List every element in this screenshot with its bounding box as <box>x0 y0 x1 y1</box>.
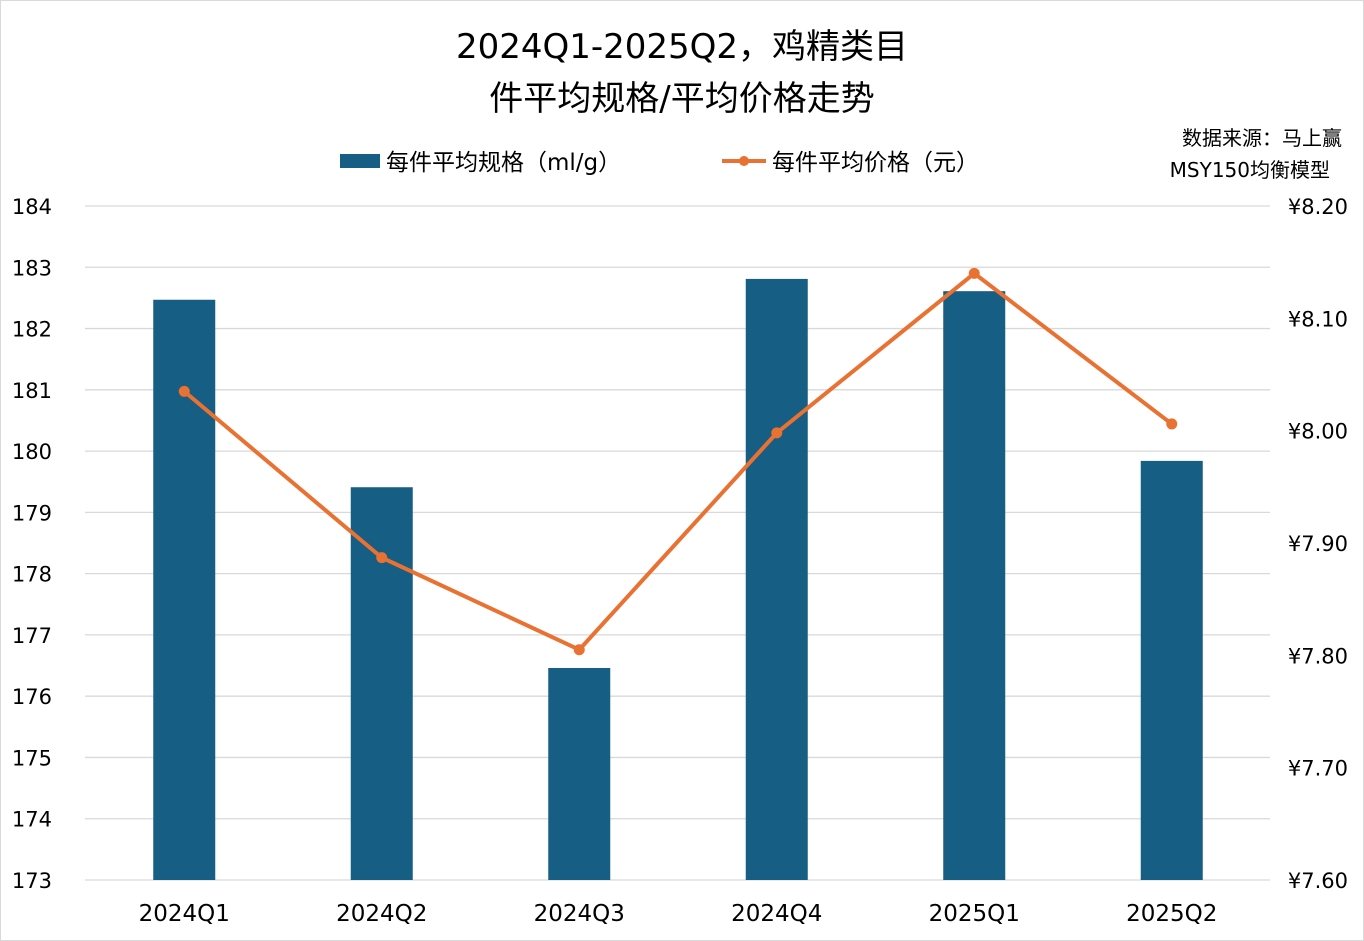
left-tick-label: 173 <box>12 869 52 893</box>
right-tick-label: ¥8.00 <box>1288 420 1348 444</box>
x-tick-label: 2024Q3 <box>534 901 625 927</box>
left-tick-label: 174 <box>12 808 52 832</box>
legend-swatch-bar <box>340 154 380 168</box>
source-line-1: 数据来源：马上赢 <box>1182 126 1342 150</box>
price-point-2025Q2 <box>1166 418 1178 430</box>
bar-2025Q1 <box>943 291 1006 881</box>
source-line-2: MSY150均衡模型 <box>1170 158 1330 182</box>
chart-title-line-1: 2024Q1-2025Q2，鸡精类目 <box>456 27 908 67</box>
price-line <box>182 271 1173 652</box>
chart-title-line-2: 件平均规格/平均价格走势 <box>489 79 874 119</box>
left-tick-label: 178 <box>12 563 52 587</box>
price-point-2024Q1 <box>178 385 190 397</box>
left-tick-label: 176 <box>12 685 52 709</box>
legend: 每件平均规格（ml/g） 每件平均价格（元） <box>340 150 979 176</box>
x-tick-label: 2025Q1 <box>929 901 1020 927</box>
left-tick-label: 182 <box>12 318 52 342</box>
x-tick-label: 2024Q1 <box>139 901 230 927</box>
x-tick-label: 2024Q2 <box>336 901 427 927</box>
legend-label-bar: 每件平均规格（ml/g） <box>386 150 621 176</box>
bar-2024Q4 <box>745 278 808 880</box>
x-tick-label: 2024Q4 <box>731 901 822 927</box>
bar-2025Q2 <box>1140 460 1203 880</box>
right-tick-label: ¥8.20 <box>1288 195 1348 219</box>
right-tick-label: ¥7.60 <box>1288 869 1348 893</box>
legend-swatch-marker <box>739 156 749 166</box>
left-tick-label: 181 <box>12 379 52 403</box>
price-point-2025Q1 <box>968 267 980 279</box>
price-point-2024Q4 <box>771 427 783 439</box>
left-tick-label: 177 <box>12 624 52 648</box>
right-tick-label: ¥7.90 <box>1288 532 1348 556</box>
x-tick-label: 2025Q2 <box>1126 901 1217 927</box>
left-tick-label: 180 <box>12 440 52 464</box>
bar-2024Q2 <box>350 487 413 880</box>
left-tick-label: 179 <box>12 501 52 525</box>
left-tick-label: 183 <box>12 256 52 280</box>
bar-2024Q3 <box>548 667 611 880</box>
left-tick-label: 175 <box>12 746 52 770</box>
legend-label-line: 每件平均价格（元） <box>772 150 979 176</box>
right-tick-label: ¥7.80 <box>1288 644 1348 668</box>
right-tick-label: ¥8.10 <box>1288 307 1348 331</box>
left-tick-label: 184 <box>12 195 52 219</box>
price-point-2024Q2 <box>376 552 388 564</box>
price-point-2024Q3 <box>573 644 585 656</box>
right-tick-label: ¥7.70 <box>1288 757 1348 781</box>
